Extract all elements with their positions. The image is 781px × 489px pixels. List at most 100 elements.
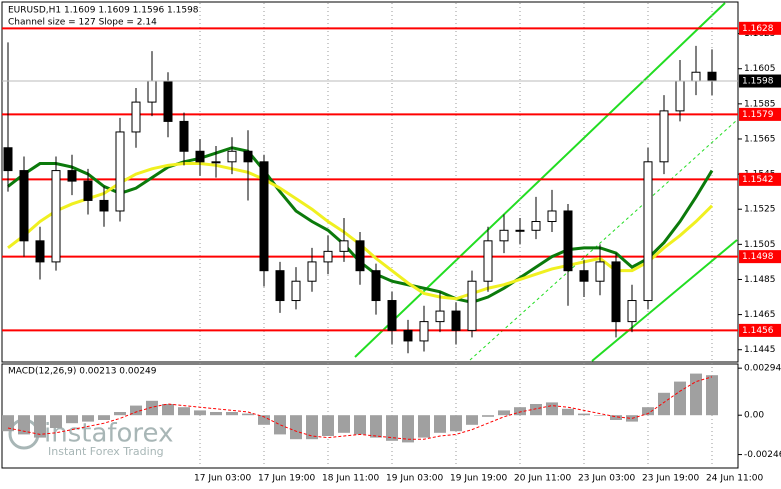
macd-bar: [338, 415, 350, 433]
x-tick-label: 20 Jun 11:00: [514, 474, 571, 484]
candle-body: [451, 310, 461, 331]
candle-body: [675, 80, 685, 112]
candle-body: [99, 199, 109, 212]
candle-body: [499, 229, 509, 242]
macd-bar: [466, 415, 478, 425]
candle-body: [355, 240, 365, 272]
macd-bar: [178, 407, 190, 416]
macd-bar: [18, 415, 30, 435]
level-label-box: [739, 21, 781, 35]
candle-body: [83, 180, 93, 201]
candle-body: [3, 147, 13, 172]
candle-body: [163, 80, 173, 122]
level-label-box: [739, 323, 781, 337]
candle-body: [531, 221, 541, 231]
x-tick-label: 23 Jun 19:00: [642, 474, 699, 484]
y-tick-label: 1.1565: [744, 134, 776, 144]
macd-bar: [402, 415, 414, 443]
macd-bar: [434, 415, 446, 433]
macd-bar: [562, 408, 574, 416]
candle-body: [563, 210, 573, 272]
candle-body: [307, 261, 317, 282]
macd-bar: [498, 410, 510, 416]
level-label: 1.1498: [742, 252, 774, 262]
macd-bar: [274, 415, 286, 435]
macd-bar: [690, 373, 702, 416]
macd-bar: [354, 415, 366, 435]
candle-body: [371, 270, 381, 302]
macd-bar: [594, 415, 606, 416]
macd-bar: [130, 405, 142, 416]
macd-bar: [2, 415, 14, 432]
macd-signal: [7, 376, 713, 440]
candle-body: [115, 131, 125, 212]
macd-bar: [162, 404, 174, 416]
macd-bar: [258, 415, 270, 425]
y-tick-label: 1.1465: [744, 310, 776, 320]
candle-body: [291, 280, 301, 302]
candle-body: [67, 170, 77, 182]
macd-bar: [114, 412, 126, 416]
macd-bar: [578, 413, 590, 416]
y-tick-label: 1.1585: [744, 99, 776, 109]
macd-bar: [546, 402, 558, 416]
macd-title: MACD(12,26,9) 0.00213 0.00249: [8, 367, 157, 377]
level-label-box: [739, 250, 781, 264]
candle-body: [467, 280, 477, 331]
level-label-box: [739, 172, 781, 186]
x-tick-label: 19 Jun 19:00: [450, 474, 507, 484]
candle-body: [611, 261, 621, 323]
logo-name: instaforex: [44, 419, 173, 449]
candle-body: [259, 161, 269, 272]
candle-body: [51, 170, 61, 263]
macd-bar: [306, 415, 318, 440]
candle-body: [275, 270, 285, 302]
macd-bar: [706, 375, 718, 416]
macd-bar: [418, 415, 430, 438]
candle-body: [227, 150, 237, 163]
y-tick-label: 1.1505: [744, 240, 776, 250]
level-label-box: [739, 107, 781, 121]
y-tick-label: 1.1525: [744, 205, 776, 215]
last-price-box: [739, 74, 781, 88]
y-tick-label: 1.1485: [744, 275, 776, 285]
macd-bar: [290, 415, 302, 440]
candle-body: [387, 300, 397, 331]
macd-bar: [194, 410, 206, 416]
candle-body: [643, 161, 653, 302]
y-tick-label: -0.00246: [744, 450, 781, 460]
candle-body: [691, 71, 701, 82]
macd-bar: [50, 415, 62, 428]
candle-body: [179, 120, 189, 152]
candle-body: [35, 240, 45, 263]
candle-body: [323, 250, 333, 263]
macd-bar: [82, 415, 94, 422]
y-tick-label: 0.00: [744, 411, 764, 421]
candle-body: [339, 240, 349, 252]
macd-bar: [530, 404, 542, 416]
x-tick-label: 19 Jun 03:00: [386, 474, 443, 484]
x-tick-label: 18 Jun 11:00: [322, 474, 379, 484]
level-label: 1.1628: [742, 24, 774, 34]
macd-bar: [210, 412, 222, 416]
macd-bar: [242, 413, 254, 416]
chart-title: EURUSD,H1 1.1609 1.1609 1.1596 1.1598: [8, 6, 199, 16]
macd-bar: [146, 400, 158, 416]
macd-bar: [450, 415, 462, 432]
macd-bar: [322, 415, 334, 436]
y-tick-label: 1.1445: [744, 345, 776, 355]
macd-bar: [658, 392, 670, 416]
candle-body: [627, 300, 637, 323]
x-tick-label: 23 Jun 03:00: [578, 474, 635, 484]
candle-body: [595, 261, 605, 282]
candle-body: [147, 80, 157, 103]
candle-body: [579, 270, 589, 282]
candle-body: [483, 240, 493, 282]
candle-body: [659, 110, 669, 163]
candle-body: [19, 170, 29, 242]
candle-body: [707, 71, 717, 82]
level-label: 1.1542: [742, 175, 774, 185]
macd-bar: [514, 407, 526, 416]
logo-tagline: Instant Forex Trading: [48, 445, 164, 458]
